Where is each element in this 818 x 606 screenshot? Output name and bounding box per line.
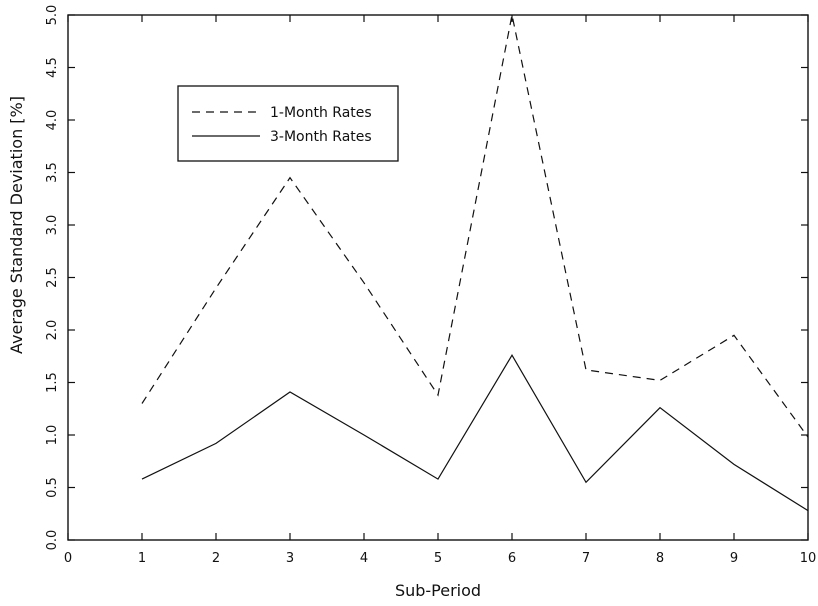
series-line-1-month <box>141 14 809 438</box>
y-tick-label: 3.5 <box>45 162 60 183</box>
x-axis-label: Sub-Period <box>395 581 481 600</box>
x-tick-label: 7 <box>582 551 590 566</box>
x-tick-label: 2 <box>212 551 220 566</box>
legend-label-1-month: 1-Month Rates <box>270 105 372 121</box>
series-line-3-month <box>141 354 809 512</box>
y-tick-label: 2.0 <box>45 320 60 341</box>
x-tick-label: 9 <box>730 551 738 566</box>
x-tick-label: 8 <box>656 551 664 566</box>
legend: 1-Month Rates 3-Month Rates <box>177 85 399 162</box>
x-tick-label: 10 <box>800 551 817 566</box>
x-tick-label: 0 <box>64 551 72 566</box>
y-tick-label: 4.5 <box>45 57 60 78</box>
y-tick-label: 5.0 <box>45 5 60 26</box>
x-tick-label: 3 <box>286 551 294 566</box>
y-tick-label: 0.0 <box>45 530 60 551</box>
tick-marks: 0 1 2 3 4 5 6 7 8 9 10 0.0 0.5 1.0 1.5 2.0 2.5 3.0 3.5 4.0 4… <box>45 5 816 566</box>
legend-box <box>177 85 399 162</box>
x-tick-label: 6 <box>508 551 516 566</box>
y-tick-label: 4.0 <box>45 110 60 131</box>
y-tick-label: 3.0 <box>45 215 60 236</box>
x-tick-label: 5 <box>434 551 442 566</box>
x-tick-label: 1 <box>138 551 146 566</box>
y-axis-label: Average Standard Deviation [%] <box>7 96 26 354</box>
series-lines <box>141 14 809 512</box>
legend-label-3-month: 3-Month Rates <box>270 129 372 145</box>
y-tick-label: 1.5 <box>45 372 60 393</box>
y-tick-label: 0.5 <box>45 477 60 498</box>
y-tick-label: 1.0 <box>45 425 60 446</box>
y-tick-label: 2.5 <box>45 267 60 288</box>
x-tick-label: 4 <box>360 551 368 566</box>
